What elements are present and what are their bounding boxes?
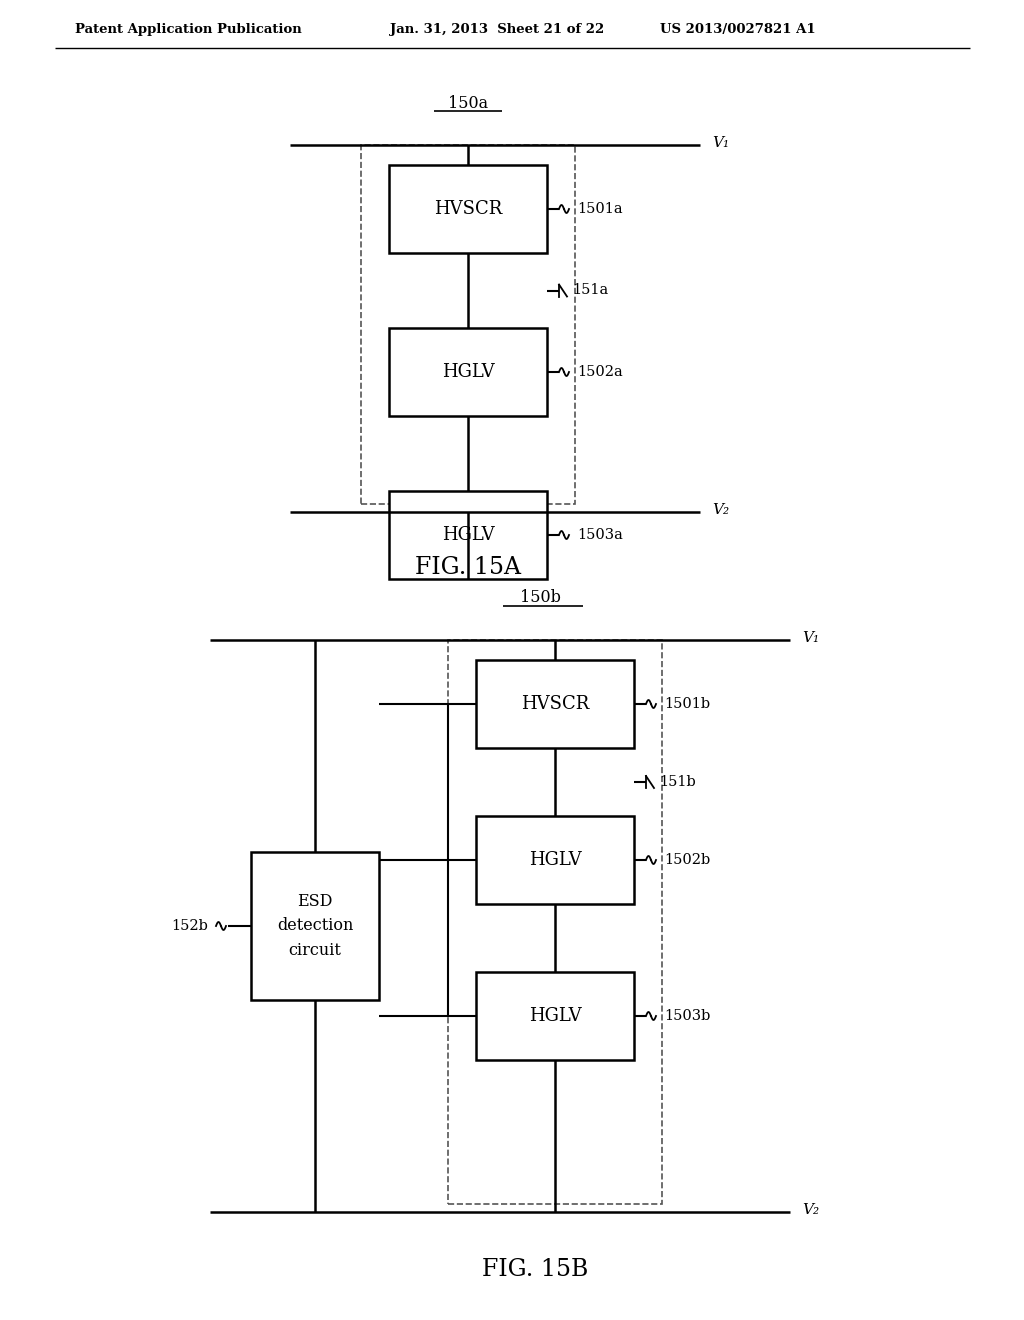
Bar: [389, 491, 547, 579]
Text: HGLV: HGLV: [528, 1007, 582, 1026]
Text: 1503a: 1503a: [577, 528, 623, 543]
Text: 150a: 150a: [447, 95, 488, 111]
Text: V₂: V₂: [802, 1203, 819, 1217]
Text: 151a: 151a: [572, 284, 608, 297]
Text: 151b: 151b: [659, 775, 695, 789]
Text: V₂: V₂: [712, 503, 729, 517]
Text: 1503b: 1503b: [664, 1008, 711, 1023]
Text: HGLV: HGLV: [441, 363, 495, 381]
Text: V₁: V₁: [712, 136, 729, 150]
Text: ESD
detection
circuit: ESD detection circuit: [276, 892, 353, 960]
Bar: [476, 972, 634, 1060]
Text: HGLV: HGLV: [441, 525, 495, 544]
Text: US 2013/0027821 A1: US 2013/0027821 A1: [660, 24, 816, 37]
Text: Patent Application Publication: Patent Application Publication: [75, 24, 302, 37]
Bar: [389, 165, 547, 253]
Text: 152b: 152b: [171, 919, 208, 933]
Text: 150b: 150b: [519, 590, 560, 606]
Text: V₁: V₁: [802, 631, 819, 645]
Bar: [389, 327, 547, 416]
Text: Jan. 31, 2013  Sheet 21 of 22: Jan. 31, 2013 Sheet 21 of 22: [390, 24, 604, 37]
Bar: [251, 851, 379, 1001]
Bar: [361, 145, 575, 504]
Bar: [449, 640, 662, 1204]
Text: 1502a: 1502a: [577, 366, 623, 379]
Text: HGLV: HGLV: [528, 851, 582, 869]
Bar: [476, 660, 634, 748]
Text: HVSCR: HVSCR: [521, 696, 589, 713]
Text: FIG. 15B: FIG. 15B: [482, 1258, 588, 1282]
Text: 1501a: 1501a: [577, 202, 623, 216]
Text: 1502b: 1502b: [664, 853, 711, 867]
Bar: [476, 816, 634, 904]
Text: FIG. 15A: FIG. 15A: [415, 556, 521, 578]
Text: HVSCR: HVSCR: [434, 201, 502, 218]
Text: 1501b: 1501b: [664, 697, 710, 711]
